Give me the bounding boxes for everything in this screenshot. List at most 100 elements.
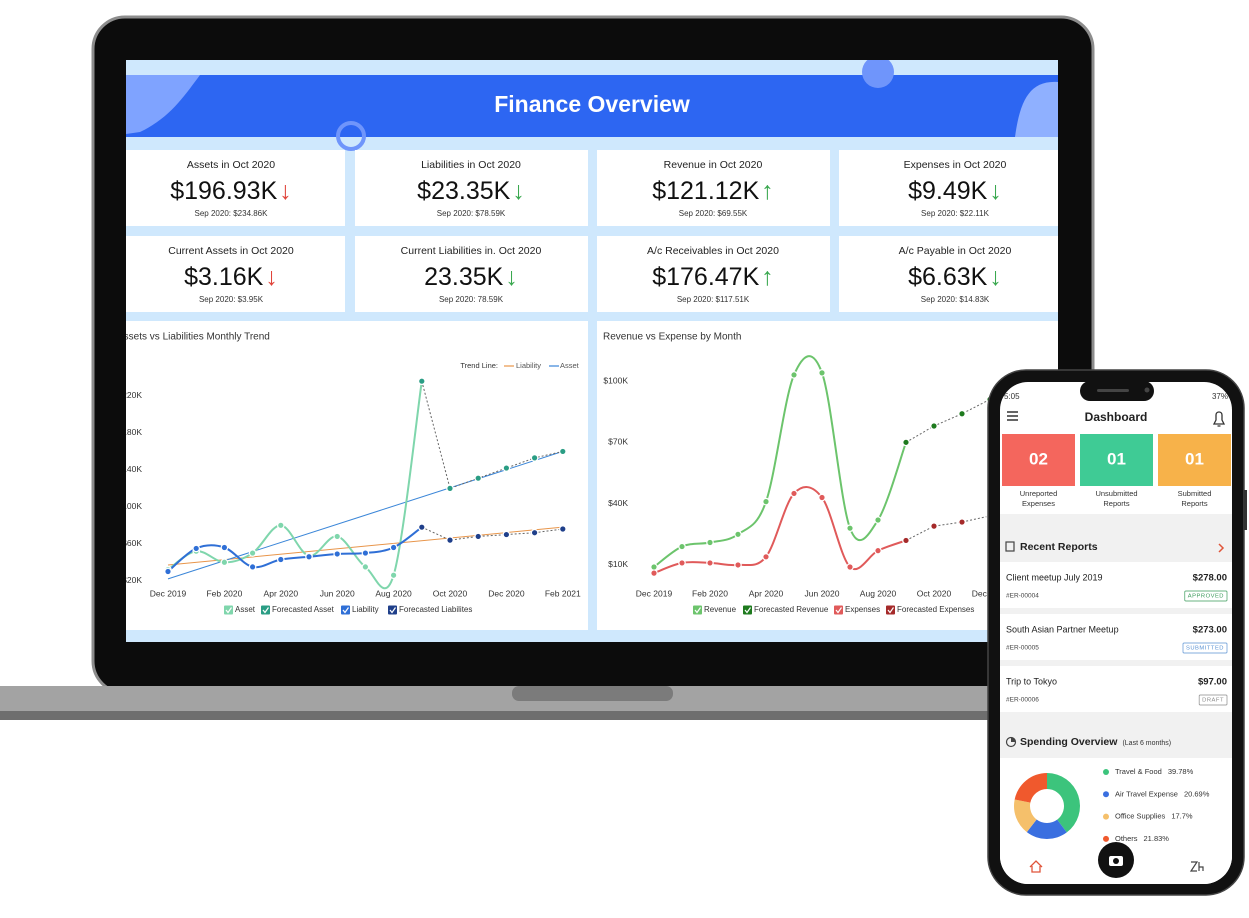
dashboard-title: Finance Overview [494,91,690,117]
report-id: #ER-00006 [1006,697,1039,704]
legend-label: Air Travel Expense [1115,789,1178,798]
data-point [333,532,342,541]
summary-card[interactable] [1002,434,1075,486]
legend-swatch [261,605,270,615]
data-point [164,567,172,576]
header-blob [126,75,200,134]
summary-count: 02 [1029,449,1048,468]
report-id: #ER-00004 [1006,593,1039,600]
data-point [446,536,454,544]
recent-title: Recent Reports [1020,541,1098,553]
summary-count: 01 [1185,449,1204,468]
header-band [126,75,1058,137]
summary-card[interactable] [1158,434,1231,486]
bell-icon [1212,411,1226,427]
legend-check [342,607,349,614]
report-amount: $278.00 [1193,573,1227,584]
report-row[interactable] [1000,614,1232,660]
legend-label: Liability [352,605,379,614]
x-tick-label: Oct 2020 [433,588,468,598]
summary-card[interactable] [1080,434,1153,486]
summary-label: Expenses [1022,499,1055,508]
x-tick-label: Jun 2020 [805,588,840,598]
legend-swatch [341,605,350,615]
legend-check [835,607,842,614]
series-line [653,355,907,568]
kpi-card [355,236,588,312]
kpi-value: $3.16K↓ [184,263,278,291]
y-tick-label: $140K [117,464,142,474]
chart-title: Revenue vs Expense by Month [603,332,741,343]
x-tick-label: Feb 2021 [545,588,581,598]
data-point [734,530,742,539]
trend-legend-label: Liability [516,361,541,370]
donut-slice [1026,819,1067,840]
data-point [762,497,770,506]
kpi-amount: $23.35K [417,177,510,205]
kpi-title: A/c Payable in Oct 2020 [899,245,1012,257]
legend-label: Forecasted Revenue [754,605,829,614]
legend-label: Office Supplies [1115,812,1166,821]
y-tick-label: $70K [608,437,628,447]
data-point [474,532,483,541]
trend-legend-label: Asset [560,361,580,370]
trend-line [167,526,563,566]
home-icon[interactable] [1029,860,1043,873]
x-tick-label: Jun 2020 [320,588,355,598]
summary-label: Submitted [1178,489,1212,498]
data-point [818,493,826,502]
phone-screen: 5:05 37% Dashboard Recent Reports Spendi… [1000,382,1232,884]
kpi-previous: Sep 2020: $234.86K [195,209,269,218]
trend-line [167,450,563,580]
data-point [502,464,511,472]
data-point [958,518,966,526]
data-point [706,559,714,567]
summary-label: Unsubmitted [1095,489,1137,498]
chart-panel [126,321,588,630]
data-point [678,542,686,551]
series-line [905,515,991,541]
kpi-arrow: ↓ [279,177,292,205]
x-tick-label: Oct 2020 [917,588,952,598]
data-point [706,538,714,547]
report-status: APPROVED [1188,594,1224,600]
report-row[interactable] [1000,666,1232,712]
chart-panel [597,321,1058,630]
kpi-previous: Sep 2020: $69.55K [679,209,748,218]
legend-check [225,607,232,614]
data-point [650,569,658,577]
x-tick-label: Dec 2019 [636,588,673,598]
data-point [417,523,426,531]
data-point [874,516,882,524]
report-name: South Asian Partner Meetup [1006,624,1119,634]
data-point [220,543,229,552]
legend-value: 39.78% [1168,767,1194,776]
series-line [421,526,563,541]
legend-value: 20.69% [1184,789,1210,798]
kpi-arrow: ↑ [761,177,774,205]
legend-swatch [224,605,233,615]
more-arrow[interactable] [1218,543,1225,553]
kpi-value: $121.12K↑ [652,177,774,205]
x-tick-label: Apr 2020 [749,588,784,598]
legend-swatch [693,605,702,615]
summary-label-bg [1080,486,1153,514]
status-badge [1198,694,1228,706]
phone-button [1244,490,1247,530]
spending-icon [1011,737,1016,742]
data-point [530,528,539,537]
data-point [902,438,910,447]
report-amount: $97.00 [1198,677,1227,688]
data-point [502,530,511,539]
data-point [558,447,567,456]
data-point [678,559,686,567]
data-point [248,549,257,557]
report-row[interactable] [1000,562,1232,608]
kpi-value: $9.49K↓ [908,177,1002,205]
data-point [446,484,454,493]
data-point [762,552,770,561]
kpi-value: $196.93K↓ [170,177,292,205]
x-tick-label: Aug 2020 [860,588,897,598]
data-point [930,422,938,430]
report-icon[interactable] [1189,861,1204,872]
